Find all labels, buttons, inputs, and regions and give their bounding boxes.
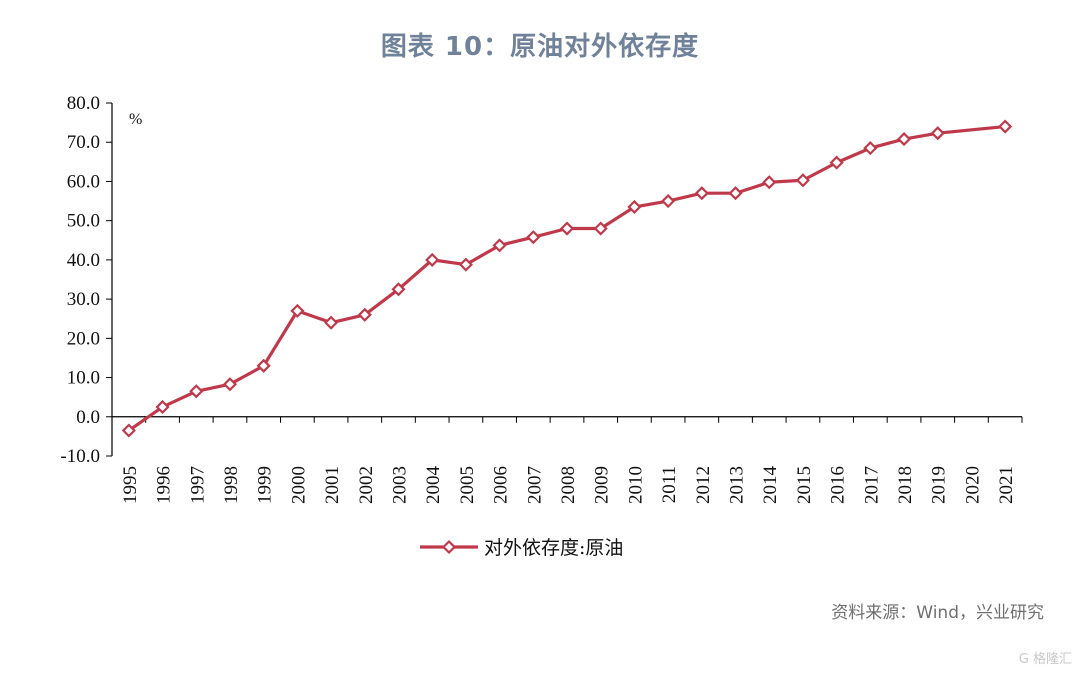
x-tick-label: 2004: [423, 466, 444, 505]
x-tick-label: 1997: [187, 466, 208, 504]
legend-swatch-marker: [441, 539, 457, 555]
watermark: G 格隆汇: [1018, 652, 1072, 667]
data-point: [762, 175, 777, 190]
x-tick-label: 1998: [221, 466, 242, 504]
x-tick-label: 1996: [154, 466, 175, 504]
x-tick-label: 2019: [929, 466, 950, 504]
x-tick-label: 1995: [120, 466, 141, 504]
data-point: [829, 155, 844, 170]
y-tick-label: 30.0: [67, 289, 100, 310]
data-point: [391, 282, 406, 297]
source-note: 资料来源：Wind，兴业研究: [831, 603, 1044, 623]
data-point: [425, 252, 440, 267]
x-tick-label: 2013: [727, 466, 748, 504]
data-point: [998, 119, 1013, 134]
data-point: [256, 358, 271, 373]
data-point: [290, 303, 305, 318]
y-tick-labels: 80.0 70.0 60.0 50.0 40.0 30.0 20.0 10.0 0.0 -10.0: [60, 93, 100, 467]
y-tick-label: 0.0: [76, 407, 100, 428]
x-tick-label: 1999: [255, 466, 276, 504]
data-point: [593, 221, 608, 236]
data-point: [121, 423, 136, 438]
x-tick-label: 2002: [356, 466, 377, 504]
x-tick-label: 2016: [828, 466, 849, 504]
x-tick-label: 2015: [794, 466, 815, 504]
data-point: [728, 186, 743, 201]
data-point: [526, 230, 541, 245]
x-tick-label: 2003: [389, 466, 410, 504]
axes: [106, 102, 1023, 457]
data-point: [222, 377, 238, 392]
x-tick-label: 2014: [760, 466, 781, 505]
data-point: [627, 199, 642, 214]
y-tick-label: 40.0: [67, 250, 100, 271]
data-point: [324, 315, 339, 330]
data-point: [694, 186, 709, 201]
data-point: [661, 193, 676, 209]
x-tick-label: 2009: [592, 466, 613, 504]
y-tick-label: 70.0: [67, 132, 100, 153]
data-point: [795, 173, 810, 188]
y-tick-label: 50.0: [67, 211, 100, 232]
x-tick-label: 2021: [996, 466, 1017, 504]
x-tick-labels: 1995 1996 1997 1998 1999 2000 2001 2002 2003 2004…: [120, 466, 1017, 505]
x-tick-label: 2008: [558, 466, 579, 504]
data-point: [896, 132, 912, 147]
x-tick-label: 2018: [895, 466, 916, 504]
x-tick-label: 2020: [962, 466, 983, 504]
x-tick-label: 2012: [693, 466, 714, 504]
series-layer: [121, 119, 1013, 438]
data-point: [492, 238, 507, 253]
x-tick-label: 2005: [457, 466, 478, 504]
x-tick-label: 2006: [491, 466, 512, 504]
x-tick-label: 2010: [625, 466, 646, 504]
legend-label: 对外依存度:原油: [484, 537, 623, 559]
unit-label: %: [129, 111, 142, 128]
chart-title: 图表 10：原油对外依存度: [380, 32, 700, 62]
data-point: [863, 141, 878, 156]
y-tick-label: -10.0: [60, 446, 100, 467]
data-point: [930, 126, 945, 141]
legend: 对外依存度:原油: [420, 537, 623, 559]
y-tick-label: 80.0: [67, 93, 100, 114]
x-tick-label: 2001: [322, 466, 343, 504]
y-tick-label: 10.0: [67, 368, 100, 389]
x-tick-label: 2000: [288, 466, 309, 504]
x-tick-label: 2011: [659, 466, 680, 503]
data-point: [559, 221, 575, 236]
x-tick-label: 2017: [861, 466, 882, 504]
series-line: [127, 124, 1006, 432]
data-point: [155, 399, 170, 415]
data-point: [189, 384, 204, 399]
data-point: [458, 257, 473, 272]
x-tick-label: 2007: [524, 466, 545, 504]
y-tick-label: 60.0: [67, 171, 100, 192]
data-point: [357, 307, 372, 322]
y-tick-label: 20.0: [67, 328, 100, 349]
